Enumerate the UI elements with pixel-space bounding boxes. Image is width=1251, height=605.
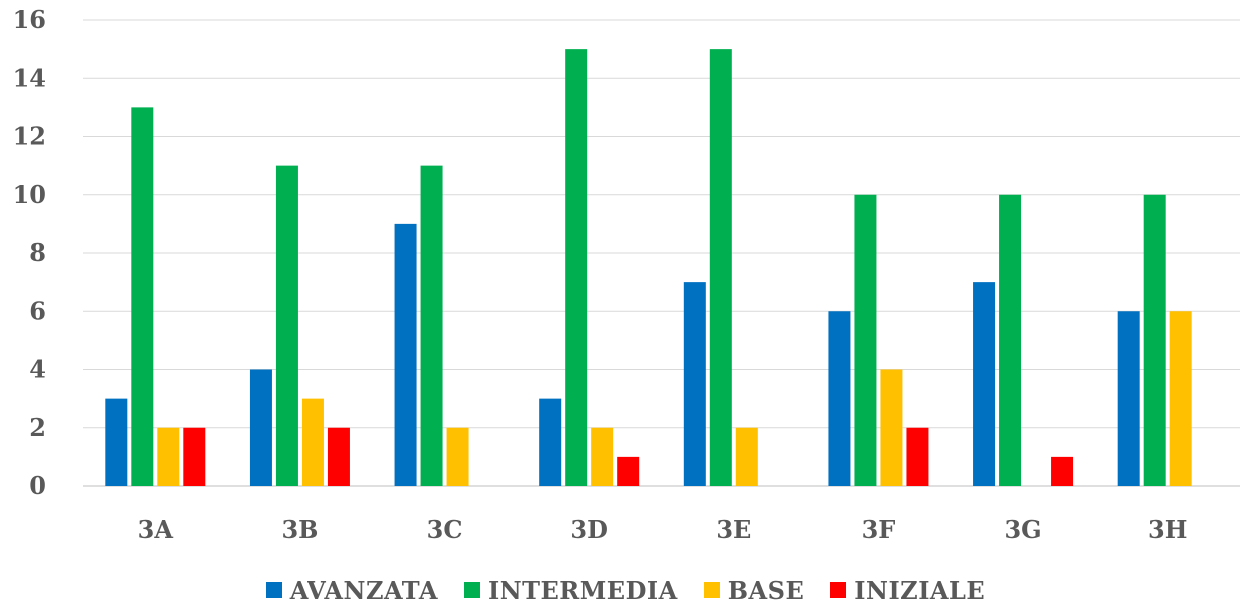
x-tick-label-3e: 3E — [716, 515, 751, 544]
y-tick-label-4: 4 — [29, 355, 46, 384]
legend-item-avanzata: AVANZATA — [265, 575, 438, 605]
bar-3d-intermedia — [565, 49, 588, 486]
bar-chart: 0 2 4 6 8 10 12 14 16 3A 3B 3C 3D 3E 3F 3G 3H — [13, 5, 1240, 544]
bar-3f-iniziale — [906, 427, 929, 486]
x-tick-label-3d: 3D — [570, 515, 608, 544]
x-tick-label-3a: 3A — [138, 515, 174, 544]
y-tick-label-16: 16 — [13, 5, 46, 34]
bar-3f-intermedia — [854, 194, 877, 486]
bar-3b-intermedia — [275, 165, 298, 486]
bar-3b-avanzata — [249, 369, 272, 486]
bar-3c-base — [446, 427, 469, 486]
x-tick-label-3g: 3G — [1004, 515, 1041, 544]
legend-label-intermedia: INTERMEDIA — [487, 575, 678, 605]
bar-3h-intermedia — [1143, 194, 1166, 486]
bar-3d-base — [591, 427, 614, 486]
bar-3g-intermedia — [999, 194, 1022, 486]
legend-swatch-iniziale — [830, 582, 847, 598]
bar-3c-intermedia — [420, 165, 443, 486]
bar-3a-avanzata — [105, 398, 128, 486]
bar-3e-avanzata — [683, 282, 706, 486]
y-tick-label-6: 6 — [29, 296, 46, 325]
x-tick-label-3f: 3F — [862, 515, 896, 544]
y-tick-label-2: 2 — [29, 413, 46, 442]
bar-3h-avanzata — [1117, 311, 1140, 486]
bar-3b-iniziale — [327, 427, 350, 486]
bar-3g-iniziale — [1051, 456, 1074, 486]
bar-3e-base — [735, 427, 758, 486]
bar-3g-avanzata — [973, 282, 996, 486]
bar-3f-avanzata — [828, 311, 851, 486]
legend-label-iniziale: INIZIALE — [854, 575, 986, 605]
legend-label-avanzata: AVANZATA — [289, 575, 438, 605]
legend-item-iniziale: INIZIALE — [830, 576, 985, 605]
legend: AVANZATA INTERMEDIA BASE INIZIALE — [0, 575, 1251, 605]
bar-3a-base — [157, 427, 180, 486]
y-tick-label-14: 14 — [13, 63, 46, 92]
y-tick-label-12: 12 — [13, 122, 46, 151]
bar-3e-intermedia — [709, 49, 732, 486]
bar-3h-base — [1169, 311, 1192, 486]
x-tick-label-3b: 3B — [281, 515, 318, 544]
bar-3a-intermedia — [131, 107, 154, 486]
y-tick-label-10: 10 — [13, 180, 46, 209]
legend-item-base: BASE — [703, 575, 805, 605]
bar-3d-iniziale — [617, 456, 640, 486]
y-tick-label-8: 8 — [29, 238, 46, 267]
legend-swatch-base — [703, 582, 720, 598]
bar-3a-iniziale — [183, 427, 206, 486]
bar-3d-avanzata — [539, 398, 562, 486]
x-tick-label-3h: 3H — [1148, 515, 1187, 544]
legend-item-intermedia: INTERMEDIA — [463, 575, 678, 605]
bar-3b-base — [301, 398, 324, 486]
bar-3f-base — [880, 369, 903, 486]
legend-swatch-intermedia — [463, 582, 480, 598]
x-tick-label-3c: 3C — [427, 515, 463, 544]
legend-label-base: BASE — [727, 575, 805, 605]
legend-swatch-avanzata — [265, 582, 282, 598]
y-tick-label-0: 0 — [29, 471, 46, 500]
bar-3c-avanzata — [394, 223, 417, 486]
